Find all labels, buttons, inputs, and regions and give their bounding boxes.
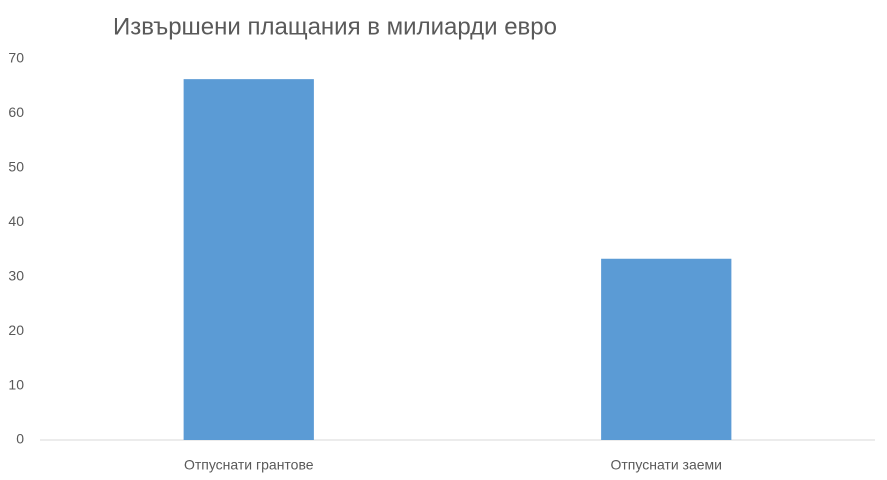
x-tick-label: Отпуснати заеми — [611, 457, 723, 473]
y-tick-label: 10 — [8, 376, 24, 392]
y-tick-label: 70 — [8, 50, 24, 66]
bar — [601, 258, 732, 440]
x-tick-label: Отпуснати грантове — [184, 457, 314, 473]
bar — [183, 79, 314, 440]
y-tick-label: 60 — [8, 104, 24, 120]
y-tick-label: 0 — [16, 431, 24, 447]
y-tick-label: 30 — [8, 267, 24, 283]
y-tick-label: 20 — [8, 322, 24, 338]
y-tick-label: 40 — [8, 213, 24, 229]
chart-title: Извършени плащания в милиарди евро — [113, 13, 557, 40]
y-tick-label: 50 — [8, 159, 24, 175]
